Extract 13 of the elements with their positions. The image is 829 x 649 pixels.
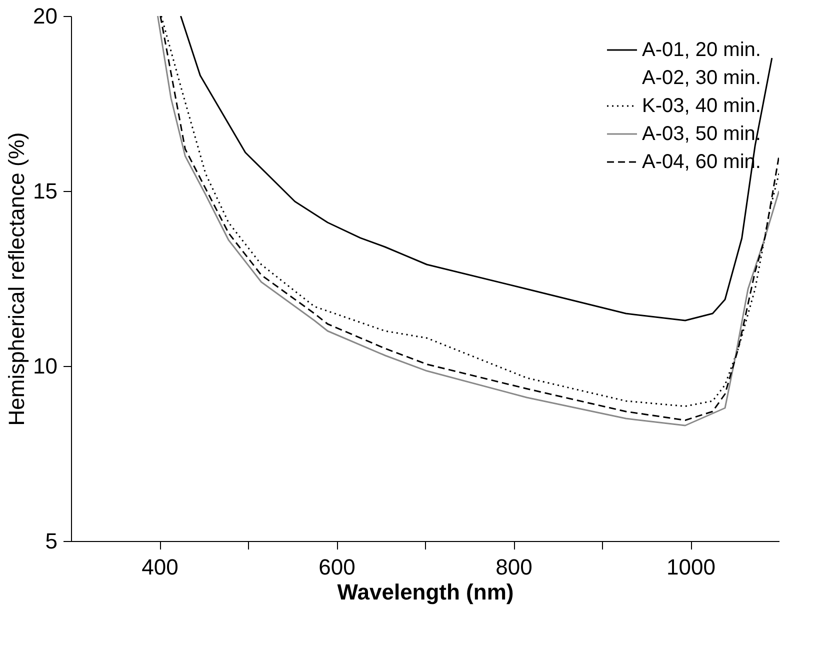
x-tick-label: 800	[496, 554, 532, 580]
y-tick-label: 5	[45, 528, 58, 554]
x-tick-label: 400	[142, 554, 178, 580]
y-tick-label: 15	[33, 178, 58, 204]
y-tick-label: 20	[33, 4, 58, 28]
x-axis-title: Wavelength (nm)	[337, 580, 514, 604]
x-tick-label: 1000	[666, 554, 716, 580]
y-axis-title: Hemispherical reflectance (%)	[4, 132, 30, 426]
legend-label: K-03, 40 min.	[642, 95, 761, 117]
x-tick-label: 600	[318, 554, 356, 580]
y-tick-label: 10	[33, 354, 58, 378]
legend-label: A-01, 20 min.	[642, 39, 761, 61]
text: A-02, 30 min.	[642, 67, 761, 89]
